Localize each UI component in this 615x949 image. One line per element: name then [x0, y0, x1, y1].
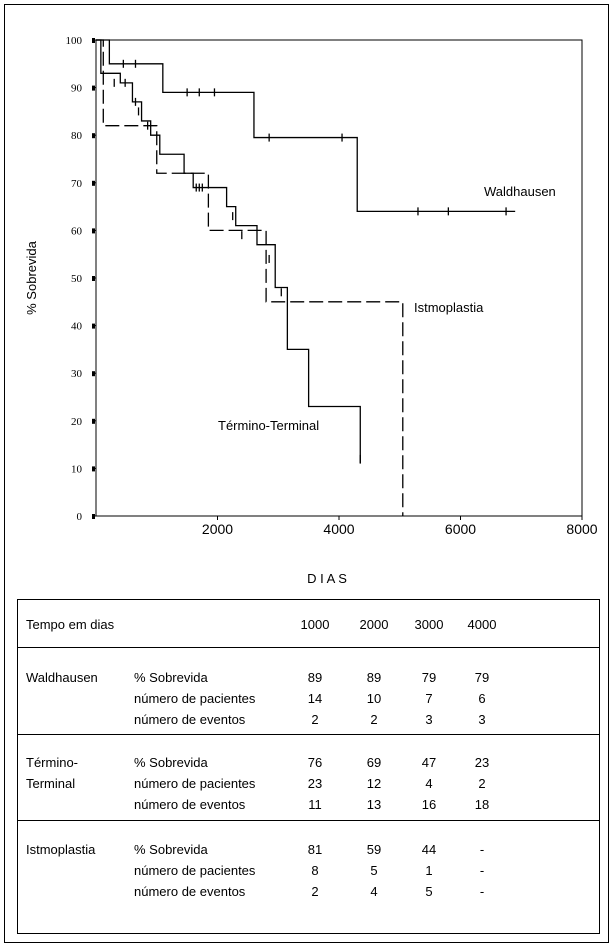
table-row-label: número de eventos: [134, 712, 246, 727]
table-cell-value: 79: [474, 670, 490, 685]
x-axis-label: D I A S: [307, 571, 347, 586]
x-tick-label: 4000: [323, 521, 354, 537]
plot-area: [95, 39, 583, 517]
y-tick-label: 10: [71, 463, 83, 475]
series-line-waldhausen: [96, 39, 516, 213]
x-tick-label: 2000: [202, 521, 233, 537]
table-cell-value: 10: [366, 691, 382, 706]
table-cell-value: 81: [307, 842, 323, 857]
series-line-término-terminal: [96, 39, 361, 464]
table-group-name: Waldhausen: [26, 670, 98, 685]
table-cell-value: 11: [308, 797, 322, 812]
figure-frame: [4, 4, 609, 943]
table-header-time: 4000: [467, 617, 497, 632]
table-group-name: Término-: [26, 755, 79, 770]
series-label: Istmoplastia: [414, 300, 484, 315]
table-cell-value: 89: [307, 670, 323, 685]
y-tick-marker: [92, 38, 95, 43]
table-cell-value: -: [479, 863, 485, 878]
table-cell-value: 3: [478, 712, 486, 727]
table-cell-value: 44: [421, 842, 437, 857]
y-tick-label: 50: [71, 273, 83, 285]
table-row-label: número de pacientes: [134, 776, 256, 791]
table-cell-value: 5: [425, 884, 433, 899]
y-tick-marker: [92, 418, 95, 424]
y-axis-label: % Sobrevida: [24, 240, 39, 314]
table-cell-value: 3: [425, 712, 433, 727]
y-tick-marker: [92, 85, 95, 91]
table-cell-value: 79: [421, 670, 437, 685]
y-tick-label: 30: [71, 368, 83, 380]
x-tick-label: 6000: [445, 521, 476, 537]
table-divider: [18, 647, 599, 648]
table-cell-value: 4: [370, 884, 378, 899]
y-tick-label: 90: [71, 83, 83, 95]
table-group-name: Istmoplastia: [26, 842, 96, 857]
table-cell-value: 2: [370, 712, 378, 727]
table-cell-value: 2: [311, 712, 319, 727]
table-cell-value: 76: [307, 755, 323, 770]
table-header-time: 3000: [414, 617, 444, 632]
table-cell-value: -: [479, 842, 485, 857]
table-cell-value: -: [479, 884, 485, 899]
table-cell-value: 4: [425, 776, 433, 791]
table-divider: [18, 820, 599, 821]
table-row-label: % Sobrevida: [134, 670, 208, 685]
y-tick-marker: [92, 276, 95, 281]
table-cell-value: 14: [307, 691, 323, 706]
table-divider: [18, 734, 599, 735]
table-cell-value: 59: [366, 842, 382, 857]
table-cell-value: 2: [478, 776, 486, 791]
table-header-time: 1000: [300, 617, 330, 632]
table-cell-value: 23: [307, 776, 323, 791]
table-cell-value: 7: [425, 691, 433, 706]
y-tick-marker: [92, 466, 95, 472]
series-label: Término-Terminal: [218, 418, 319, 433]
x-tick-label: 8000: [566, 521, 597, 537]
table-cell-value: 47: [421, 755, 437, 770]
y-tick-label: 60: [71, 225, 83, 237]
y-tick-label: 80: [71, 130, 83, 142]
y-tick-label: 40: [71, 321, 83, 333]
series-line-istmoplastia: [96, 39, 404, 516]
table-row-label: % Sobrevida: [134, 842, 208, 857]
table-cell-value: 23: [474, 755, 490, 770]
y-tick-label: 70: [71, 178, 83, 190]
survival-chart: 0 10 20 30 40 50 60 70 80 90 100 2000 4000 6000 8000 % …: [24, 35, 598, 586]
y-tick-label: 100: [66, 35, 83, 47]
y-tick-marker: [92, 371, 95, 377]
table-cell-value: 16: [421, 797, 437, 812]
table-cell-value: 12: [366, 776, 382, 791]
table-row-label: % Sobrevida: [134, 755, 208, 770]
table-row-label: número de eventos: [134, 884, 246, 899]
table-cell-value: 2: [311, 884, 319, 899]
table-cell-value: 8: [311, 863, 319, 878]
y-tick-marker: [92, 514, 95, 519]
table-row-label: número de pacientes: [134, 691, 256, 706]
y-tick-label: 0: [77, 511, 83, 523]
table-header-label: Tempo em dias: [26, 617, 115, 632]
y-tick-marker: [92, 228, 95, 234]
survival-table: Tempo em dias 1000 2000 3000 4000 Waldhausen%…: [17, 599, 600, 934]
table-cell-value: 5: [370, 863, 378, 878]
table-cell-value: 6: [478, 691, 486, 706]
table-cell-value: 18: [474, 797, 490, 812]
table-row-label: número de eventos: [134, 797, 246, 812]
y-tick-marker: [92, 180, 95, 186]
table-cell-value: 1: [425, 863, 433, 878]
y-tick-marker: [92, 323, 95, 329]
y-tick-label: 20: [71, 416, 83, 428]
table-header-time: 2000: [359, 617, 389, 632]
table-cell-value: 89: [366, 670, 382, 685]
table-cell-value: 69: [366, 755, 382, 770]
table-group-name: Terminal: [26, 776, 76, 791]
series-label: Waldhausen: [484, 184, 556, 199]
table-row-label: número de pacientes: [134, 863, 256, 878]
y-tick-marker: [92, 133, 95, 139]
table-cell-value: 13: [366, 797, 382, 812]
